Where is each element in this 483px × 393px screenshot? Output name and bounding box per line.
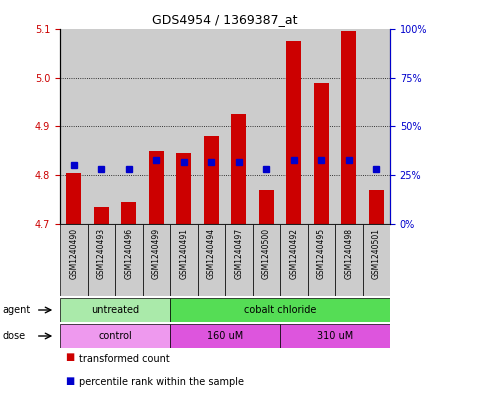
Text: GSM1240491: GSM1240491: [179, 228, 188, 279]
Bar: [170, 325, 280, 347]
Bar: [363, 29, 390, 224]
Bar: [142, 224, 170, 296]
Bar: [335, 224, 363, 296]
Text: GSM1240490: GSM1240490: [69, 228, 78, 279]
Bar: [225, 224, 253, 296]
Text: percentile rank within the sample: percentile rank within the sample: [79, 377, 244, 387]
Bar: [253, 29, 280, 224]
Text: 310 uM: 310 uM: [317, 331, 353, 341]
Bar: [369, 190, 384, 224]
Bar: [60, 298, 170, 321]
Text: untreated: untreated: [91, 305, 139, 315]
Bar: [142, 29, 170, 224]
Bar: [204, 136, 219, 224]
Text: control: control: [98, 331, 132, 341]
Bar: [341, 31, 356, 224]
Bar: [259, 190, 274, 224]
Bar: [66, 173, 81, 224]
Bar: [149, 151, 164, 224]
Bar: [198, 224, 225, 296]
Bar: [308, 224, 335, 296]
Bar: [115, 224, 142, 296]
Bar: [115, 29, 142, 224]
Text: GSM1240500: GSM1240500: [262, 228, 271, 279]
Text: 160 uM: 160 uM: [207, 331, 243, 341]
Text: GSM1240499: GSM1240499: [152, 228, 161, 279]
Bar: [87, 224, 115, 296]
Bar: [280, 224, 308, 296]
Bar: [60, 224, 87, 296]
Text: agent: agent: [2, 305, 30, 315]
Bar: [363, 224, 390, 296]
Bar: [60, 29, 87, 224]
Text: GSM1240496: GSM1240496: [124, 228, 133, 279]
Text: GSM1240501: GSM1240501: [372, 228, 381, 279]
Bar: [121, 202, 136, 224]
Text: GSM1240493: GSM1240493: [97, 228, 106, 279]
Bar: [308, 29, 335, 224]
Bar: [253, 224, 280, 296]
Bar: [94, 207, 109, 224]
Bar: [280, 29, 308, 224]
Text: ■: ■: [65, 375, 74, 386]
Text: cobalt chloride: cobalt chloride: [244, 305, 316, 315]
Text: GSM1240497: GSM1240497: [234, 228, 243, 279]
Bar: [198, 29, 225, 224]
Bar: [280, 325, 390, 347]
Text: dose: dose: [2, 331, 26, 341]
Bar: [313, 83, 329, 224]
Bar: [335, 29, 363, 224]
Text: GSM1240494: GSM1240494: [207, 228, 216, 279]
Bar: [60, 325, 170, 347]
Bar: [225, 29, 253, 224]
Bar: [286, 41, 301, 224]
Text: ■: ■: [65, 352, 74, 362]
Text: GSM1240495: GSM1240495: [317, 228, 326, 279]
Bar: [87, 29, 115, 224]
Bar: [231, 114, 246, 224]
Bar: [170, 29, 198, 224]
Bar: [170, 224, 198, 296]
Bar: [176, 153, 191, 224]
Text: GSM1240498: GSM1240498: [344, 228, 353, 279]
Bar: [170, 298, 390, 321]
Text: transformed count: transformed count: [79, 354, 170, 364]
Title: GDS4954 / 1369387_at: GDS4954 / 1369387_at: [152, 13, 298, 26]
Text: GSM1240492: GSM1240492: [289, 228, 298, 279]
